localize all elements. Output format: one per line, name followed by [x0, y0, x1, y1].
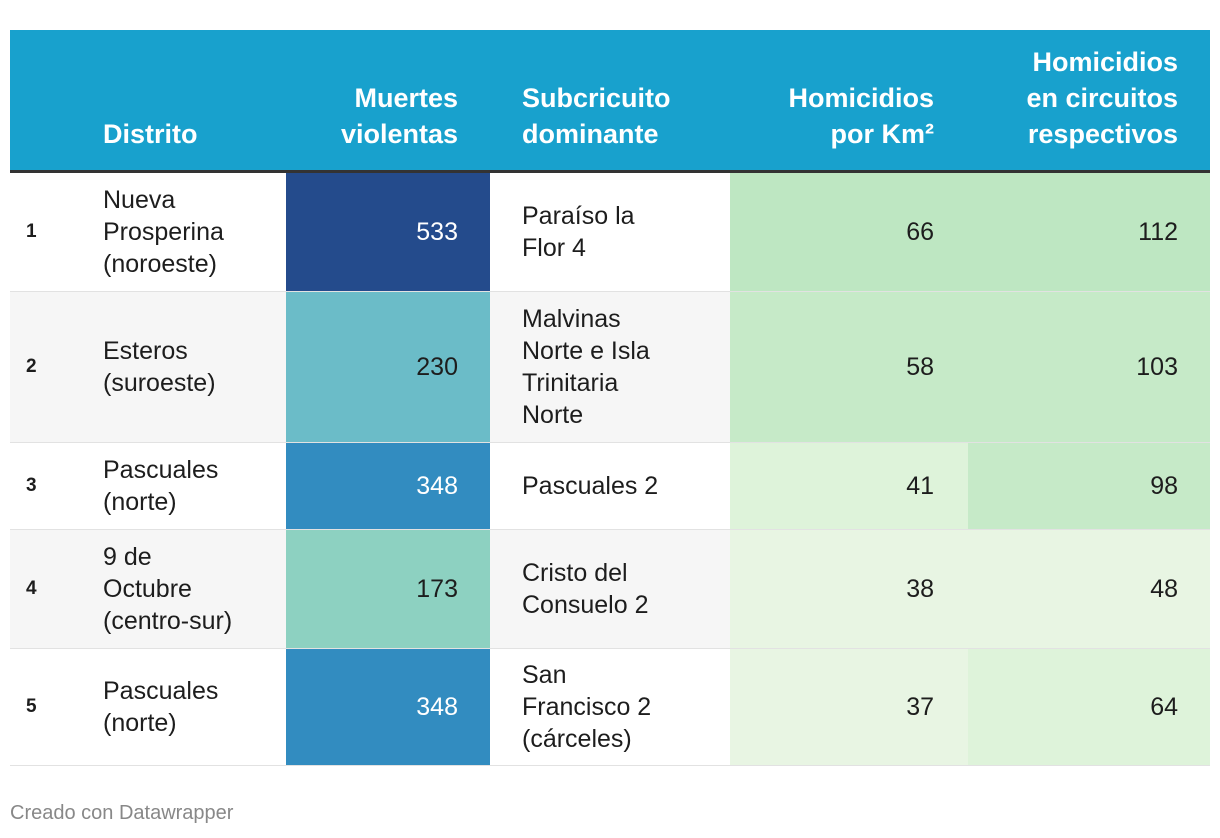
header-muertes-line: Muertes: [354, 83, 458, 113]
subcircuito-cell-line: Cristo del: [522, 559, 628, 587]
distrito-cell-line: 9 de: [103, 543, 152, 571]
distrito-cell-line: Nueva: [103, 186, 176, 214]
muertes-cell-value: 533: [416, 218, 458, 246]
homicidios-km-cell-value: 41: [906, 472, 934, 500]
header-homicidios-km-line: por Km²: [830, 119, 935, 149]
row-number: 3: [10, 443, 100, 529]
subcircuito-cell-line: Paraíso la: [522, 202, 635, 230]
homicidios-circuitos-cell: 98: [968, 443, 1210, 529]
row-number: 5: [10, 649, 100, 765]
homicidios-km-cell: 58: [730, 292, 968, 442]
subcircuito-cell: Pascuales 2: [522, 443, 730, 529]
homicidios-circuitos-cell-value: 98: [1150, 472, 1178, 500]
distrito-cell-line: Esteros: [103, 337, 188, 365]
muertes-cell-value: 173: [416, 575, 458, 603]
homicidios-circuitos-cell-value: 103: [1136, 353, 1178, 381]
subcircuito-cell-line: Malvinas: [522, 305, 621, 333]
table-row: 1 Nueva Prosperina (noroeste) 533 Paraíso la F…: [10, 173, 1210, 292]
header-subcircuito: Subcricuito dominante: [522, 80, 671, 152]
subcircuito-cell-line: Pascuales 2: [522, 472, 659, 500]
distrito-cell: Nueva Prosperina (noroeste): [103, 173, 293, 291]
muertes-cell-value: 230: [416, 353, 458, 381]
homicidios-km-cell-value: 38: [906, 575, 934, 603]
header-homicidios-km-line: Homicidios: [788, 83, 934, 113]
header-subcircuito-line: dominante: [522, 119, 659, 149]
subcircuito-cell-line: (cárceles): [522, 725, 632, 753]
row-number-value: 4: [26, 578, 37, 599]
homicidios-km-cell-value: 66: [906, 218, 934, 246]
header-muertes-line: violentas: [340, 119, 458, 149]
table-body: 1 Nueva Prosperina (noroeste) 533 Paraíso la F…: [10, 173, 1210, 766]
distrito-cell-line: (suroeste): [103, 369, 216, 397]
subcircuito-cell: Malvinas Norte e Isla Trinitaria Norte: [522, 292, 730, 442]
row-number: 1: [10, 173, 100, 291]
homicidios-circuitos-cell: 64: [968, 649, 1210, 765]
distrito-cell-line: Octubre: [103, 575, 192, 603]
row-number: 4: [10, 530, 100, 648]
homicidios-km-cell-value: 37: [906, 693, 934, 721]
distrito-cell: Pascuales (norte): [103, 649, 293, 765]
homicidios-km-cell-value: 58: [906, 353, 934, 381]
distrito-cell-line: (noroeste): [103, 250, 217, 278]
subcircuito-cell-line: Trinitaria: [522, 369, 619, 397]
table-row: 2 Esteros (suroeste) 230 Malvinas Norte e Isl…: [10, 292, 1210, 443]
distrito-cell-line: Pascuales: [103, 456, 219, 484]
footer-credit: Creado con Datawrapper: [10, 802, 234, 824]
header-distrito: Distrito: [103, 116, 198, 152]
header-homicidios-circuitos-line: respectivos: [1027, 119, 1178, 149]
row-number-value: 2: [26, 356, 37, 377]
homicidios-circuitos-cell: 103: [968, 292, 1210, 442]
muertes-cell-value: 348: [416, 472, 458, 500]
distrito-cell-line: (centro-sur): [103, 607, 233, 635]
subcircuito-cell: Cristo del Consuelo 2: [522, 530, 730, 648]
header-distrito-line: Distrito: [103, 119, 198, 149]
distrito-cell: 9 de Octubre (centro-sur): [103, 530, 293, 648]
table-header: Distrito Muertes violentas Subcricuito d…: [10, 30, 1210, 173]
subcircuito-cell-line: Consuelo 2: [522, 591, 649, 619]
subcircuito-cell-line: Flor 4: [522, 234, 586, 262]
subcircuito-cell-line: Norte: [522, 401, 584, 429]
homicidios-km-cell: 66: [730, 173, 968, 291]
homicidios-circuitos-cell: 48: [968, 530, 1210, 648]
distrito-cell-line: Pascuales: [103, 677, 219, 705]
muertes-cell: 348: [286, 443, 490, 529]
row-number-value: 1: [26, 221, 37, 242]
distrito-cell: Esteros (suroeste): [103, 292, 293, 442]
distrito-cell-line: Prosperina: [103, 218, 224, 246]
subcircuito-cell-line: Norte e Isla: [522, 337, 650, 365]
row-number-value: 3: [26, 475, 37, 496]
subcircuito-cell: San Francisco 2 (cárceles): [522, 649, 730, 765]
header-subcircuito-line: Subcricuito: [522, 83, 671, 113]
row-number: 2: [10, 292, 100, 442]
data-table: Distrito Muertes violentas Subcricuito d…: [10, 30, 1210, 766]
table-row: 3 Pascuales (norte) 348 Pascuales 2 41 98: [10, 443, 1210, 530]
distrito-cell: Pascuales (norte): [103, 443, 293, 529]
distrito-cell-line: (norte): [103, 488, 177, 516]
muertes-cell: 173: [286, 530, 490, 648]
header-muertes: Muertes violentas: [341, 80, 458, 152]
table-row: 4 9 de Octubre (centro-sur) 173 Cristo del Con…: [10, 530, 1210, 649]
muertes-cell: 230: [286, 292, 490, 442]
subcircuito-cell-line: Francisco 2: [522, 693, 652, 721]
row-number-value: 5: [26, 696, 37, 717]
distrito-cell-line: (norte): [103, 709, 177, 737]
homicidios-circuitos-cell-value: 48: [1150, 575, 1178, 603]
muertes-cell: 348: [286, 649, 490, 765]
header-homicidios-circuitos-line: Homicidios: [1032, 47, 1178, 77]
header-homicidios-circuitos: Homicidios en circuitos respectivos: [1026, 44, 1178, 152]
homicidios-km-cell: 38: [730, 530, 968, 648]
homicidios-circuitos-cell-value: 112: [1138, 218, 1178, 246]
subcircuito-cell-line: San: [522, 661, 567, 689]
muertes-cell: 533: [286, 173, 490, 291]
table-row: 5 Pascuales (norte) 348 San Francisco 2 (cárce…: [10, 649, 1210, 766]
homicidios-km-cell: 41: [730, 443, 968, 529]
homicidios-circuitos-cell-value: 64: [1150, 693, 1178, 721]
muertes-cell-value: 348: [416, 693, 458, 721]
homicidios-circuitos-cell: 112: [968, 173, 1210, 291]
header-homicidios-km: Homicidios por Km²: [788, 80, 934, 152]
homicidios-km-cell: 37: [730, 649, 968, 765]
header-homicidios-circuitos-line: en circuitos: [1026, 83, 1178, 113]
subcircuito-cell: Paraíso la Flor 4: [522, 173, 730, 291]
